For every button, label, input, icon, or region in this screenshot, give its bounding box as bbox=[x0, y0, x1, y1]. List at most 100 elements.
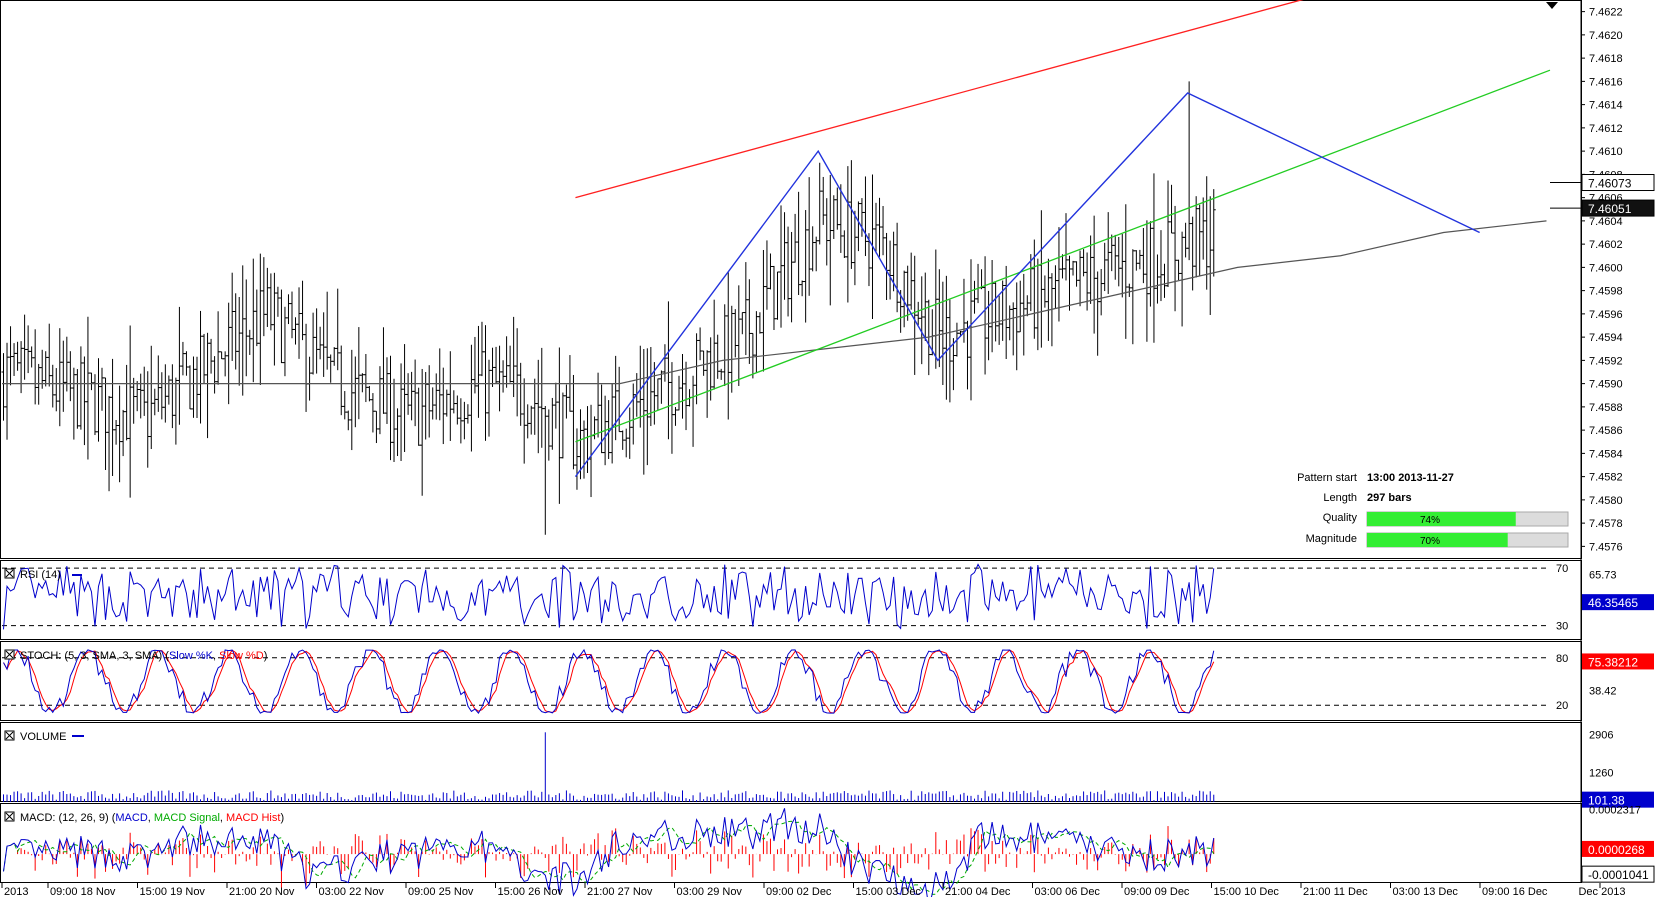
price-tick-label: 7.4586 bbox=[1589, 425, 1623, 437]
time-tick-label: 15:00 03 Dec bbox=[856, 886, 922, 897]
time-tick-label: 21:00 20 Nov bbox=[229, 886, 295, 897]
rsi-tick-label: 65.73 bbox=[1589, 569, 1617, 581]
time-tick-label: 15:00 26 Nov bbox=[498, 886, 564, 897]
quality-label: Quality bbox=[1323, 512, 1358, 524]
price-tick-label: 7.4616 bbox=[1589, 76, 1623, 88]
price-axis: 7.4622 7.4620 7.4618 7.4616 7.4614 7.4612 7.46… bbox=[1550, 0, 1655, 883]
time-tick-label: Dec 2013 bbox=[1578, 886, 1625, 897]
stoch-k-label: Slow %K bbox=[169, 650, 214, 662]
pattern-start-label: Pattern start bbox=[1297, 472, 1357, 484]
price-tick-label: 7.4576 bbox=[1589, 541, 1623, 553]
zigzag-pattern-line bbox=[574, 92, 1480, 478]
time-tick-label: 21:00 11 Dec bbox=[1303, 886, 1368, 897]
rsi-label: RSI (14) bbox=[20, 569, 61, 581]
macd-current-box bbox=[1582, 840, 1654, 857]
macd-label: MACD: (12, 26, 9) bbox=[20, 812, 109, 824]
quality-value: 74% bbox=[1420, 515, 1440, 526]
volume-tick-label: 1260 bbox=[1589, 768, 1613, 780]
macd-signal-label: MACD Signal bbox=[154, 812, 220, 824]
time-tick-label: 09:00 16 Dec bbox=[1482, 886, 1548, 897]
price-tick-label: 7.4588 bbox=[1589, 402, 1623, 414]
magnitude-bar-fill bbox=[1367, 533, 1508, 547]
volume-current-label: 101.38 bbox=[1588, 794, 1625, 808]
price-tick-label: 7.4590 bbox=[1589, 379, 1623, 391]
magnitude-label: Magnitude bbox=[1306, 533, 1357, 545]
time-tick-label: 21:00 04 Dec bbox=[945, 886, 1011, 897]
macd-line-label: MACD bbox=[115, 812, 147, 824]
price-tick-label: 7.4594 bbox=[1589, 332, 1623, 344]
macd-pane bbox=[0, 803, 1582, 883]
time-tick-label: 21:00 27 Nov bbox=[587, 886, 653, 897]
price-tick-label: 7.4580 bbox=[1589, 495, 1623, 507]
magnitude-value: 70% bbox=[1420, 536, 1440, 547]
moving-average-line bbox=[2, 220, 1547, 385]
support-line bbox=[575, 69, 1551, 443]
time-tick-label: 15:00 19 Nov bbox=[140, 886, 206, 897]
price-tick-label: 7.4596 bbox=[1589, 309, 1623, 321]
svg-text:MACD: (12, 26, 9) (MACD, MACD: MACD: (12, 26, 9) (MACD, MACD Signal, MA… bbox=[20, 812, 284, 824]
time-tick-label: 09:00 02 Dec bbox=[766, 886, 832, 897]
stoch-level-label: 20 bbox=[1556, 700, 1568, 712]
rsi-current-label: 46.35465 bbox=[1588, 596, 1638, 610]
stoch-level-label: 80 bbox=[1556, 653, 1568, 665]
macd-title: MACD: (12, 26, 9) (MACD, MACD Signal, MA… bbox=[4, 811, 284, 824]
time-tick-label: 2013 bbox=[4, 886, 28, 897]
price-tick-label: 7.4598 bbox=[1589, 286, 1623, 298]
time-tick-label: 09:00 18 Nov bbox=[50, 886, 116, 897]
time-axis: 2013 09:00 18 Nov 15:00 19 Nov 21:00 20 Nov… bbox=[1, 883, 1626, 897]
price-tick-label: 7.4612 bbox=[1589, 123, 1623, 135]
stoch-current-label: 75.38212 bbox=[1588, 655, 1638, 669]
time-tick-label: 03:00 06 Dec bbox=[1035, 886, 1101, 897]
scroll-marker-icon[interactable] bbox=[1546, 2, 1558, 9]
stoch-current-box bbox=[1582, 653, 1654, 670]
price-tick-label: 7.4622 bbox=[1589, 7, 1623, 19]
price-tick-label: 7.4578 bbox=[1589, 518, 1623, 530]
stoch-title: STOCH: (5, 3, SMA, 3, SMA) (Slow %K, Slo… bbox=[4, 649, 267, 662]
macd-current-label: 0.0000268 bbox=[1588, 843, 1645, 857]
macd-hist-label: MACD Hist bbox=[226, 812, 280, 824]
quality-bar-fill bbox=[1367, 512, 1516, 526]
volume-current-box bbox=[1582, 791, 1654, 808]
stoch-pane bbox=[0, 641, 1582, 721]
stoch-d-line bbox=[3, 649, 1215, 714]
rsi-level-label: 70 bbox=[1556, 563, 1568, 575]
length-value: 297 bars bbox=[1367, 492, 1412, 504]
volume-label: VOLUME bbox=[20, 731, 66, 743]
volume-pane bbox=[0, 722, 1582, 802]
rsi-title: RSI (14) bbox=[4, 568, 82, 581]
indicator-panes: 70 30 65.73 46.35465 80 20 38.42 75.38212 2906 12… bbox=[2, 563, 1655, 897]
price-tick-label: 7.4602 bbox=[1589, 239, 1623, 251]
rsi-pane bbox=[0, 560, 1582, 640]
price-tick-label: 7.4614 bbox=[1589, 100, 1623, 112]
time-tick-label: 03:00 13 Dec bbox=[1393, 886, 1459, 897]
time-tick-label: 03:00 22 Nov bbox=[319, 886, 385, 897]
macd-signal-box bbox=[1581, 865, 1655, 883]
price-tick-label: 7.4584 bbox=[1589, 448, 1623, 460]
length-label: Length bbox=[1323, 492, 1357, 504]
price-tick-label: 7.4604 bbox=[1589, 216, 1623, 228]
stoch-k-line bbox=[3, 648, 1215, 714]
price-bars bbox=[1, 81, 1216, 535]
pattern-start-value: 13:00 2013-11-27 bbox=[1367, 472, 1454, 484]
rsi-line bbox=[3, 563, 1215, 630]
svg-text:STOCH: (5, 3, SMA, 3, SMA) (Sl: STOCH: (5, 3, SMA, 3, SMA) (Slow %K, Slo… bbox=[20, 650, 267, 662]
rsi-level-label: 30 bbox=[1556, 621, 1568, 633]
rsi-current-box bbox=[1582, 594, 1654, 611]
stoch-d-label: Slow %D bbox=[219, 650, 264, 662]
price-tick-label: 7.4610 bbox=[1589, 146, 1623, 158]
current-price-box bbox=[1581, 174, 1655, 192]
resistance-line bbox=[575, 0, 1304, 199]
time-tick-label: 03:00 29 Nov bbox=[677, 886, 743, 897]
macd-line bbox=[3, 808, 1215, 897]
current-price-label: 7.46073 bbox=[1588, 177, 1632, 191]
pattern-info-box: Pattern start 13:00 2013-11-27 Length 29… bbox=[1297, 472, 1569, 548]
volume-title: VOLUME bbox=[4, 730, 84, 743]
time-tick-label: 15:00 10 Dec bbox=[1214, 886, 1280, 897]
last-price-box bbox=[1581, 199, 1655, 217]
last-price-label: 7.46051 bbox=[1588, 202, 1632, 216]
macd-signal-current-label: -0.0001041 bbox=[1588, 868, 1649, 882]
price-tick-label: 7.4600 bbox=[1589, 262, 1623, 274]
time-tick-label: 09:00 25 Nov bbox=[408, 886, 474, 897]
price-tick-label: 7.4618 bbox=[1589, 53, 1623, 65]
